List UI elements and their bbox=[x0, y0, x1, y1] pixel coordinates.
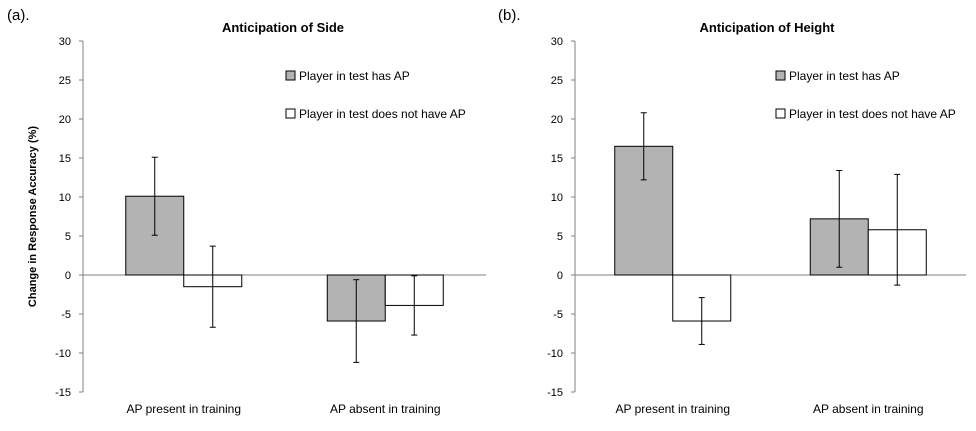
y-tick-label: -15 bbox=[547, 387, 563, 399]
chart-panel-1: (b). Anticipation of Height 30 25 20 15 10 5 0 -5… bbox=[498, 7, 966, 416]
legend-label: Player in test does not have AP bbox=[789, 107, 956, 121]
y-tick-label: 0 bbox=[65, 270, 71, 282]
y-tick-label: 20 bbox=[551, 114, 563, 126]
panel-label: (b). bbox=[498, 7, 521, 24]
chart-title: Anticipation of Side bbox=[222, 20, 344, 35]
category-label: AP present in training bbox=[126, 402, 241, 416]
legend-label: Player in test has AP bbox=[789, 69, 900, 83]
y-tick-label: -10 bbox=[547, 348, 563, 360]
category-label: AP absent in training bbox=[813, 402, 924, 416]
legend-swatch bbox=[775, 70, 786, 81]
y-tick-label: 10 bbox=[59, 192, 71, 204]
y-tick-label: 15 bbox=[59, 153, 71, 165]
legend-swatch bbox=[285, 108, 296, 119]
y-tick-label: -5 bbox=[61, 309, 71, 321]
legend-swatch bbox=[775, 108, 786, 119]
legend-label: Player in test does not have AP bbox=[299, 107, 466, 121]
category-label: AP absent in training bbox=[330, 402, 441, 416]
y-axis-label: Change in Response Accuracy (%) bbox=[27, 126, 39, 307]
y-tick-label: -5 bbox=[553, 309, 563, 321]
legend-label: Player in test has AP bbox=[299, 69, 410, 83]
category-label: AP present in training bbox=[615, 402, 730, 416]
y-tick-label: 30 bbox=[551, 36, 563, 48]
y-tick-label: 15 bbox=[551, 153, 563, 165]
y-tick-label: 10 bbox=[551, 192, 563, 204]
y-tick-label: 25 bbox=[59, 75, 71, 87]
y-tick-label: 20 bbox=[59, 114, 71, 126]
y-tick-label: 5 bbox=[557, 231, 563, 243]
y-tick-label: -15 bbox=[55, 387, 71, 399]
chart-title: Anticipation of Height bbox=[699, 20, 835, 35]
y-tick-label: 5 bbox=[65, 231, 71, 243]
y-tick-label: 0 bbox=[557, 270, 563, 282]
y-tick-label: 30 bbox=[59, 36, 71, 48]
chart-panel-0: (a). Anticipation of Side Change in Respon… bbox=[7, 7, 486, 416]
y-tick-label: 25 bbox=[551, 75, 563, 87]
legend-swatch bbox=[285, 70, 296, 81]
panel-label: (a). bbox=[7, 7, 30, 24]
y-tick-label: -10 bbox=[55, 348, 71, 360]
